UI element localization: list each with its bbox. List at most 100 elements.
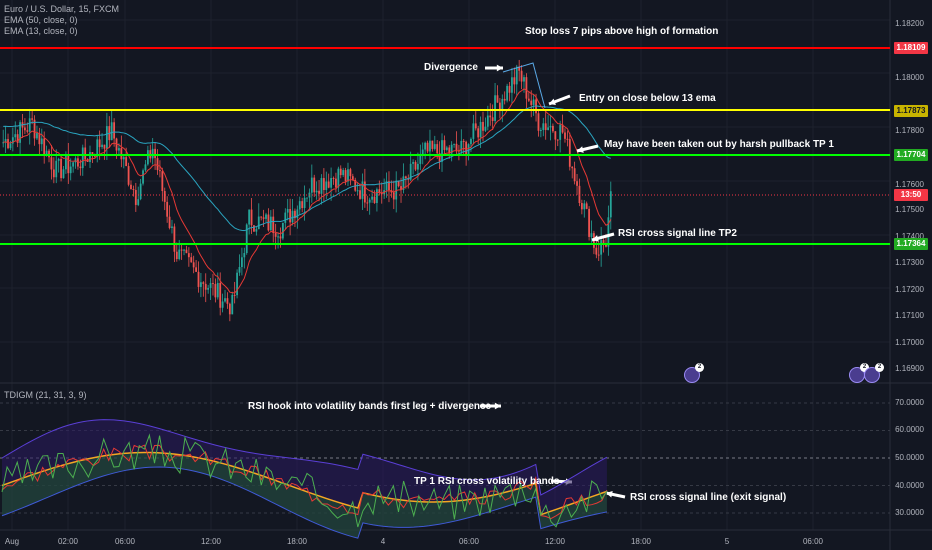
candle-body bbox=[190, 257, 193, 263]
candle-body bbox=[38, 133, 41, 145]
candle-body bbox=[55, 160, 58, 178]
candle-body bbox=[161, 171, 164, 192]
candle-body bbox=[33, 119, 36, 139]
candle-body bbox=[433, 144, 436, 149]
candle-body bbox=[113, 122, 116, 139]
candle-body bbox=[289, 209, 292, 223]
arrow-rsi-hook-head bbox=[494, 402, 501, 410]
candle-body bbox=[301, 201, 304, 209]
candle-body bbox=[380, 192, 383, 195]
candle-body bbox=[154, 148, 157, 159]
candle-body bbox=[554, 131, 557, 140]
candle-body bbox=[400, 186, 402, 190]
candle-body bbox=[337, 168, 340, 188]
price-tick: 1.17600 bbox=[895, 180, 924, 189]
candle-body bbox=[506, 85, 509, 101]
candle-body bbox=[110, 122, 113, 141]
candle-body bbox=[4, 139, 7, 143]
candle-body bbox=[52, 169, 55, 178]
candle-body bbox=[566, 138, 569, 140]
candle-body bbox=[306, 197, 308, 199]
candle-body bbox=[349, 169, 352, 177]
rsi-line bbox=[1, 433, 608, 528]
candle-body bbox=[609, 191, 612, 218]
candle-body bbox=[351, 176, 354, 180]
ema50-label: EMA (50, close, 0) bbox=[4, 15, 78, 25]
candle-body bbox=[315, 190, 318, 193]
candle-body bbox=[240, 257, 243, 267]
candle-body bbox=[576, 181, 578, 186]
time-tick: 18:00 bbox=[286, 537, 308, 546]
candle-body bbox=[120, 148, 123, 160]
candle-body bbox=[269, 216, 272, 231]
candle-body bbox=[486, 115, 489, 127]
volatility-band-lower bbox=[2, 452, 607, 539]
candle-body bbox=[327, 181, 330, 188]
price-tick: 1.17100 bbox=[895, 311, 924, 320]
price-tick: 1.17500 bbox=[895, 205, 924, 214]
candle-body bbox=[322, 178, 325, 190]
candle-body bbox=[474, 123, 477, 129]
candle-body bbox=[9, 143, 12, 149]
event-badge[interactable]: 2 bbox=[849, 363, 869, 383]
time-tick: Aug bbox=[4, 537, 20, 546]
candle-body bbox=[185, 249, 188, 254]
time-tick: 4 bbox=[380, 537, 386, 546]
candle-body bbox=[445, 147, 448, 150]
candle-body bbox=[180, 249, 183, 251]
candle-body bbox=[378, 189, 381, 193]
candle-body bbox=[571, 166, 574, 169]
candle-body bbox=[436, 144, 439, 154]
candle-body bbox=[344, 170, 347, 182]
candle-body bbox=[313, 177, 316, 193]
candle-body bbox=[552, 125, 554, 132]
candle-body bbox=[294, 210, 296, 219]
candle-body bbox=[209, 283, 212, 288]
candle-body bbox=[347, 169, 349, 182]
candle-body bbox=[527, 98, 530, 101]
candle-body bbox=[595, 247, 598, 255]
price-tick: 1.18200 bbox=[895, 19, 924, 28]
candle-body bbox=[67, 155, 70, 174]
candle-body bbox=[132, 189, 135, 191]
candle-body bbox=[426, 142, 429, 152]
tp2-price-tag: 1.17364 bbox=[894, 238, 928, 250]
candle-body bbox=[537, 113, 540, 131]
candle-body bbox=[561, 124, 564, 133]
candle-body bbox=[81, 147, 84, 169]
candle-body bbox=[262, 217, 265, 219]
candle-body bbox=[520, 70, 523, 82]
candle-body bbox=[228, 303, 231, 315]
symbol-label: Euro / U.S. Dollar, 15, FXCM bbox=[4, 4, 120, 14]
candle-body bbox=[547, 127, 550, 130]
candle-body bbox=[187, 253, 190, 258]
candle-body bbox=[245, 224, 248, 254]
candle-body bbox=[286, 209, 289, 213]
candle-body bbox=[501, 98, 504, 111]
candle-body bbox=[354, 179, 357, 191]
candle-body bbox=[600, 240, 603, 255]
candle-body bbox=[279, 236, 282, 239]
candle-body bbox=[101, 144, 103, 148]
candle-body bbox=[91, 152, 94, 155]
candle-body bbox=[402, 176, 405, 190]
rsi-tick: 60.0000 bbox=[895, 425, 924, 434]
event-badge[interactable]: 2 bbox=[684, 363, 704, 383]
annotation-tp2: RSI cross signal line TP2 bbox=[618, 228, 737, 239]
candle-body bbox=[134, 189, 137, 205]
candle-body bbox=[122, 157, 125, 160]
event-badge[interactable]: 2 bbox=[864, 363, 884, 383]
price-tick: 1.17800 bbox=[895, 126, 924, 135]
candle-body bbox=[195, 267, 197, 272]
candle-body bbox=[515, 66, 518, 85]
candle-body bbox=[583, 203, 586, 210]
candle-body bbox=[183, 249, 185, 251]
rsi-tick: 70.0000 bbox=[895, 398, 924, 407]
candle-body bbox=[489, 115, 492, 118]
candle-body bbox=[197, 271, 200, 287]
time-tick: 18:00 bbox=[630, 537, 652, 546]
candle-body bbox=[60, 158, 62, 179]
price-tick: 1.17400 bbox=[895, 232, 924, 241]
candle-body bbox=[69, 166, 72, 174]
